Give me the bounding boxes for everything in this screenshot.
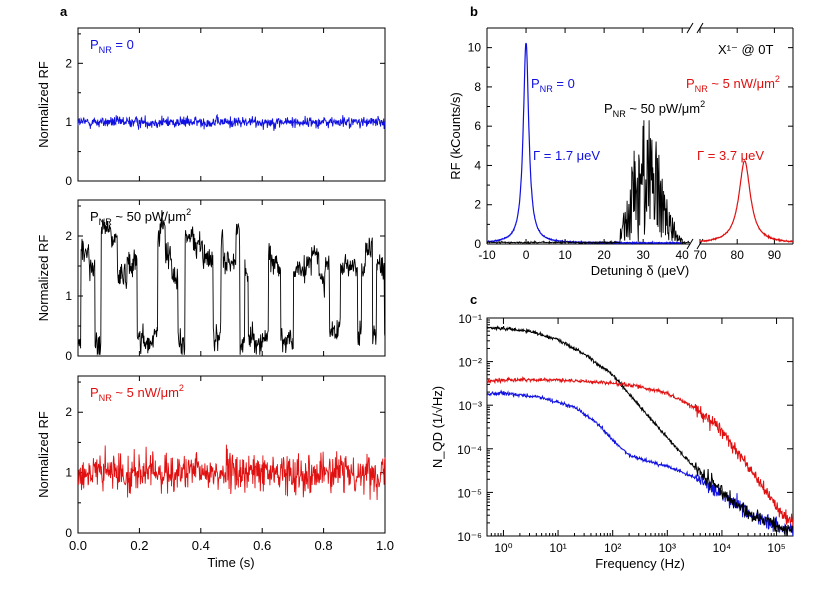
x-tick-label: 30 — [636, 248, 650, 262]
panel-label-b: b — [470, 4, 478, 19]
y-tick-label: 10 — [468, 41, 482, 55]
y-tick-label: 0 — [65, 174, 72, 188]
y-tick-label: 1 — [65, 289, 72, 303]
trace-black — [77, 210, 386, 356]
x-axis-label: Time (s) — [207, 555, 254, 570]
x-tick-label: 20 — [597, 248, 611, 262]
y-tick-label: 0 — [474, 237, 481, 251]
plot-frame-a2 — [77, 199, 386, 357]
x-tick-label: 10² — [604, 541, 621, 555]
trace-annotation: PNR = 0 — [90, 37, 134, 55]
x-tick-label: 10³ — [659, 541, 676, 555]
y-tick-label: 8 — [474, 80, 481, 94]
x-tick-label: 70 — [693, 248, 707, 262]
chart-title: X¹⁻ @ 0T — [718, 42, 774, 57]
y-tick-label: 4 — [474, 158, 481, 172]
x-tick-label: 0.6 — [253, 538, 271, 553]
y-tick-label: 10⁻² — [458, 356, 482, 370]
x-tick-label: 80 — [731, 248, 745, 262]
x-tick-label: -10 — [478, 248, 496, 262]
y-tick-label: 0 — [65, 526, 72, 540]
spectrum-red — [699, 160, 794, 243]
x-tick-label: 10 — [558, 248, 572, 262]
y-axis-label: N_QD (1/√Hz) — [430, 386, 445, 468]
y-tick-label: 10⁻¹ — [458, 312, 482, 326]
trace-annotation: PNR ~ 50 pW/μm2 — [90, 207, 191, 227]
y-tick-label: 6 — [474, 119, 481, 133]
y-tick-label: 10⁻⁵ — [457, 486, 482, 500]
y-tick-label: 2 — [474, 198, 481, 212]
trace-red — [77, 444, 386, 501]
noise-spectrum-red — [486, 376, 794, 527]
panel-label-a: a — [60, 4, 68, 19]
x-tick-label: 0 — [523, 248, 530, 262]
trace-blue — [77, 113, 386, 131]
y-tick-label: 10⁻⁴ — [457, 443, 482, 457]
y-tick-label: 2 — [65, 405, 72, 419]
trace-annotation: PNR ~ 5 nW/μm2 — [90, 383, 184, 403]
axis-break-mark — [686, 22, 694, 34]
x-tick-label: 0.2 — [130, 538, 148, 553]
y-tick-label: 1 — [65, 115, 72, 129]
x-tick-label: 10⁴ — [713, 541, 732, 555]
spectrum-annotation: PNR ~ 5 nW/μm2 — [686, 74, 780, 94]
x-tick-label: 0.0 — [69, 538, 87, 553]
x-tick-label: 0.4 — [192, 538, 210, 553]
spectrum-annotation: Γ = 1.7 μeV — [533, 148, 600, 163]
x-tick-label: 40 — [676, 248, 690, 262]
noise-spectrum-black — [486, 325, 794, 537]
x-axis-label: Detuning δ (μeV) — [591, 263, 690, 278]
spectrum-black — [486, 120, 691, 245]
y-tick-label: 2 — [65, 229, 72, 243]
plot-frame-a1 — [77, 27, 386, 182]
y-axis-label: Normalized RF — [36, 411, 51, 498]
x-tick-label: 10⁰ — [494, 541, 512, 555]
plot-frame-a3 — [77, 375, 386, 534]
x-tick-label: 90 — [768, 248, 782, 262]
y-axis-label: RF (kCounts/s) — [448, 92, 463, 179]
spectrum-annotation: PNR = 0 — [531, 76, 575, 94]
x-tick-label: 0.8 — [315, 538, 333, 553]
y-axis-label: Normalized RF — [36, 235, 51, 322]
spectrum-annotation: Γ = 3.7 μeV — [697, 148, 764, 163]
spectrum-annotation: PNR ~ 50 pW/μm2 — [604, 99, 705, 119]
y-tick-label: 10⁻⁶ — [457, 530, 482, 544]
x-tick-label: 10¹ — [549, 541, 566, 555]
x-tick-label: 10⁵ — [767, 541, 785, 555]
spectrum-blue — [486, 42, 683, 246]
x-axis-label: Frequency (Hz) — [595, 556, 685, 571]
plot-frame-c — [486, 317, 794, 537]
y-tick-label: 10⁻³ — [458, 399, 482, 413]
panel-label-c: c — [470, 292, 477, 307]
axis-break-mark — [686, 238, 694, 250]
y-tick-label: 1 — [65, 466, 72, 480]
y-tick-label: 2 — [65, 56, 72, 70]
x-tick-label: 1.0 — [376, 538, 394, 553]
y-tick-label: 0 — [65, 349, 72, 363]
y-axis-label: Normalized RF — [36, 61, 51, 148]
